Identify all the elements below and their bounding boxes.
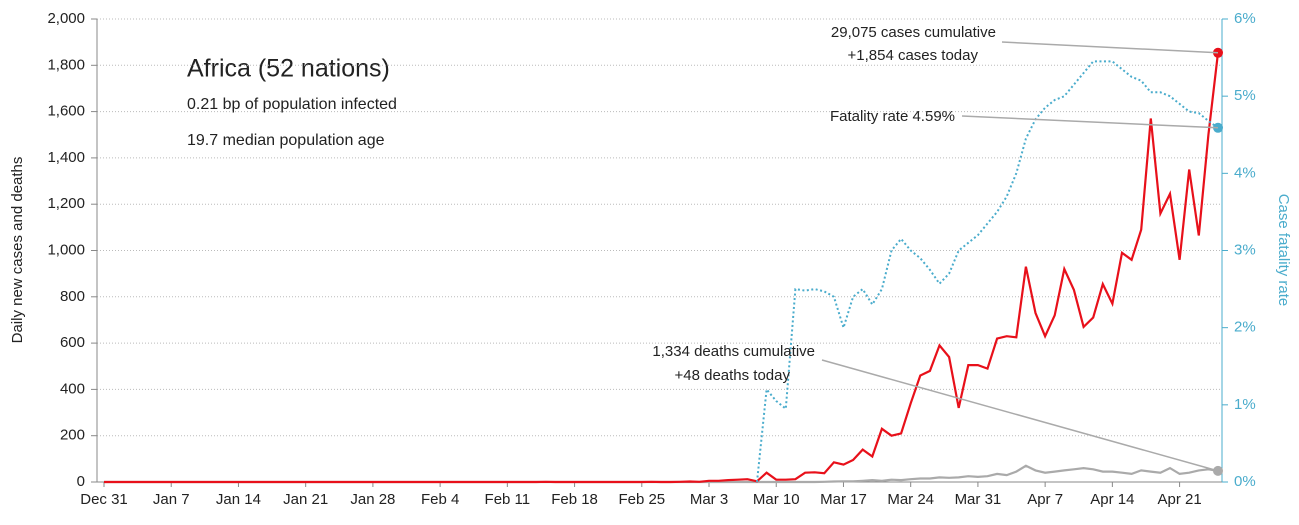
annotation: 1,334 deaths cumulative bbox=[652, 343, 815, 360]
x-tick-label: Mar 10 bbox=[753, 491, 800, 508]
x-tick-label: Apr 7 bbox=[1027, 491, 1063, 508]
x-tick-label: Feb 11 bbox=[485, 491, 531, 508]
y2-tick-label: 5% bbox=[1234, 87, 1256, 104]
annotation: Fatality rate 4.59% bbox=[830, 108, 955, 125]
x-tick-label: Mar 3 bbox=[690, 491, 728, 508]
y-tick-label: 1,000 bbox=[47, 241, 85, 258]
y2-tick-label: 0% bbox=[1234, 473, 1256, 490]
y-tick-label: 1,200 bbox=[47, 195, 85, 212]
y-axis-label: Daily new cases and deaths bbox=[9, 157, 26, 344]
x-tick-label: Apr 14 bbox=[1090, 491, 1134, 508]
x-tick-label: Jan 28 bbox=[350, 491, 395, 508]
y-tick-label: 600 bbox=[60, 334, 85, 351]
series-line bbox=[104, 52, 1220, 484]
subtitle: 19.7 median population age bbox=[187, 132, 385, 149]
x-tick-label: Feb 18 bbox=[551, 491, 598, 508]
y-tick-label: 200 bbox=[60, 427, 85, 444]
series-line bbox=[104, 464, 1219, 484]
y2-tick-label: 1% bbox=[1234, 396, 1256, 413]
x-tick-label: Jan 14 bbox=[216, 491, 261, 508]
x-tick-label: Mar 31 bbox=[955, 491, 1002, 508]
y-tick-label: 400 bbox=[60, 380, 85, 397]
y2-tick-label: 2% bbox=[1234, 319, 1256, 336]
x-tick-label: Dec 31 bbox=[80, 491, 128, 508]
y2-tick-label: 6% bbox=[1234, 10, 1256, 27]
y-tick-label: 1,600 bbox=[47, 103, 85, 120]
y-tick-label: 1,400 bbox=[47, 149, 85, 166]
x-tick-label: Mar 24 bbox=[887, 491, 934, 508]
y-tick-label: 800 bbox=[60, 288, 85, 305]
annotation: +48 deaths today bbox=[674, 367, 790, 384]
y-tick-label: 2,000 bbox=[47, 10, 85, 27]
y-tick-label: 0 bbox=[77, 473, 85, 490]
annotation: +1,854 cases today bbox=[847, 47, 978, 64]
annotation: 29,075 cases cumulative bbox=[831, 24, 996, 41]
x-tick-label: Jan 7 bbox=[153, 491, 190, 508]
y2-tick-label: 3% bbox=[1234, 241, 1256, 258]
y2-tick-label: 4% bbox=[1234, 164, 1256, 181]
chart-title: Africa (52 nations) bbox=[187, 55, 390, 83]
x-tick-label: Jan 21 bbox=[283, 491, 328, 508]
leader-line bbox=[961, 115, 1219, 129]
subtitle: 0.21 bp of population infected bbox=[187, 96, 397, 113]
x-tick-label: Feb 25 bbox=[618, 491, 665, 508]
leader-line bbox=[1001, 41, 1219, 54]
y-tick-label: 1,800 bbox=[47, 56, 85, 73]
leader-line bbox=[821, 359, 1219, 472]
x-tick-label: Feb 4 bbox=[421, 491, 459, 508]
y2-axis-label: Case fatality rate bbox=[1275, 194, 1292, 307]
x-tick-label: Mar 17 bbox=[820, 491, 867, 508]
x-tick-label: Apr 21 bbox=[1157, 491, 1201, 508]
series-line bbox=[756, 60, 1219, 483]
